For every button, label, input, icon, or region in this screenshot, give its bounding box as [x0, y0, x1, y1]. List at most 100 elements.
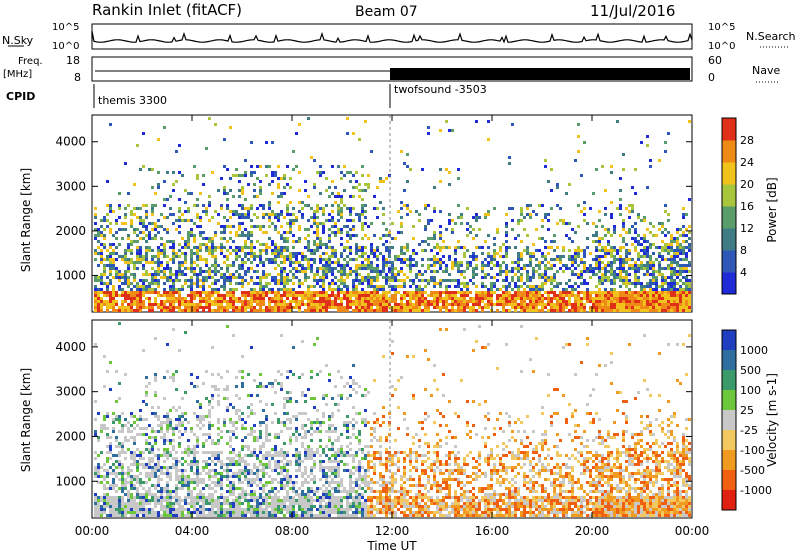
heatmap-cell [568, 291, 571, 294]
heatmap-cell [106, 225, 109, 228]
heatmap-cell [280, 177, 283, 180]
heatmap-cell [598, 276, 601, 279]
heatmap-cell [139, 294, 142, 297]
heatmap-cell [460, 216, 463, 219]
heatmap-cell [226, 463, 229, 466]
heatmap-cell [103, 355, 106, 358]
heatmap-cell [337, 195, 340, 198]
heatmap-cell [328, 303, 331, 306]
heatmap-cell [136, 297, 139, 300]
heatmap-cell [136, 252, 139, 255]
heatmap-cell [370, 267, 373, 270]
heatmap-cell [376, 279, 379, 282]
heatmap-cell [616, 291, 619, 294]
heatmap-cell [292, 150, 295, 153]
heatmap-cell [259, 228, 262, 231]
heatmap-cell [277, 309, 280, 312]
heatmap-cell [139, 511, 142, 514]
heatmap-cell [577, 225, 580, 228]
heatmap-cell [361, 300, 364, 303]
heatmap-cell [196, 216, 199, 219]
heatmap-cell [316, 282, 319, 285]
heatmap-cell [226, 267, 229, 270]
heatmap-cell [385, 306, 388, 309]
heatmap-cell [160, 472, 163, 475]
heatmap-cell [181, 261, 184, 264]
heatmap-cell [670, 249, 673, 252]
heatmap-cell [322, 294, 325, 297]
heatmap-cell [94, 237, 97, 240]
heatmap-cell [211, 288, 214, 291]
heatmap-cell [397, 285, 400, 288]
heatmap-cell [469, 309, 472, 312]
heatmap-cell [610, 171, 613, 174]
heatmap-cell [226, 397, 229, 400]
heatmap-cell [475, 273, 478, 276]
heatmap-cell [583, 201, 586, 204]
heatmap-cell [214, 234, 217, 237]
heatmap-cell [622, 246, 625, 249]
heatmap-cell [223, 288, 226, 291]
heatmap-cell [604, 303, 607, 306]
heatmap-cell [133, 421, 136, 424]
heatmap-cell [442, 303, 445, 306]
heatmap-cell [577, 294, 580, 297]
heatmap-cell [169, 442, 172, 445]
heatmap-cell [403, 294, 406, 297]
heatmap-cell [214, 291, 217, 294]
heatmap-cell [184, 306, 187, 309]
heatmap-cell [532, 306, 535, 309]
heatmap-cell [337, 258, 340, 261]
heatmap-cell [442, 240, 445, 243]
heatmap-cell [115, 270, 118, 273]
heatmap-cell [229, 177, 232, 180]
heatmap-cell [211, 514, 214, 517]
heatmap-cell [439, 291, 442, 294]
heatmap-cell [220, 481, 223, 484]
heatmap-cell [571, 288, 574, 291]
heatmap-cell [586, 282, 589, 285]
heatmap-cell [478, 294, 481, 297]
heatmap-cell [331, 294, 334, 297]
heatmap-cell [520, 291, 523, 294]
heatmap-cell [106, 475, 109, 478]
heatmap-cell [157, 261, 160, 264]
heatmap-cell [163, 198, 166, 201]
heatmap-cell [163, 487, 166, 490]
heatmap-cell [100, 496, 103, 499]
heatmap-cell [670, 285, 673, 288]
heatmap-cell [202, 418, 205, 421]
heatmap-cell [679, 228, 682, 231]
heatmap-cell [259, 300, 262, 303]
heatmap-cell [235, 436, 238, 439]
heatmap-cell [577, 297, 580, 300]
heatmap-cell [115, 219, 118, 222]
heatmap-cell [229, 502, 232, 505]
heatmap-cell [688, 288, 691, 291]
heatmap-cell [412, 252, 415, 255]
heatmap-cell [130, 424, 133, 427]
heatmap-cell [172, 261, 175, 264]
heatmap-cell [652, 300, 655, 303]
heatmap-cell [289, 294, 292, 297]
heatmap-cell [124, 207, 127, 210]
heatmap-cell [406, 294, 409, 297]
heatmap-cell [268, 204, 271, 207]
heatmap-cell [373, 297, 376, 300]
heatmap-cell [214, 490, 217, 493]
heatmap-cell [457, 240, 460, 243]
heatmap-cell [274, 225, 277, 228]
heatmap-cell [430, 264, 433, 267]
heatmap-cell [670, 273, 673, 276]
heatmap-cell [475, 300, 478, 303]
heatmap-cell [334, 252, 337, 255]
heatmap-cell [106, 502, 109, 505]
heatmap-cell [280, 195, 283, 198]
heatmap-cell [187, 448, 190, 451]
heatmap-cell [658, 252, 661, 255]
heatmap-cell [109, 499, 112, 502]
heatmap-cell [505, 255, 508, 258]
heatmap-cell [319, 279, 322, 282]
heatmap-cell [574, 252, 577, 255]
